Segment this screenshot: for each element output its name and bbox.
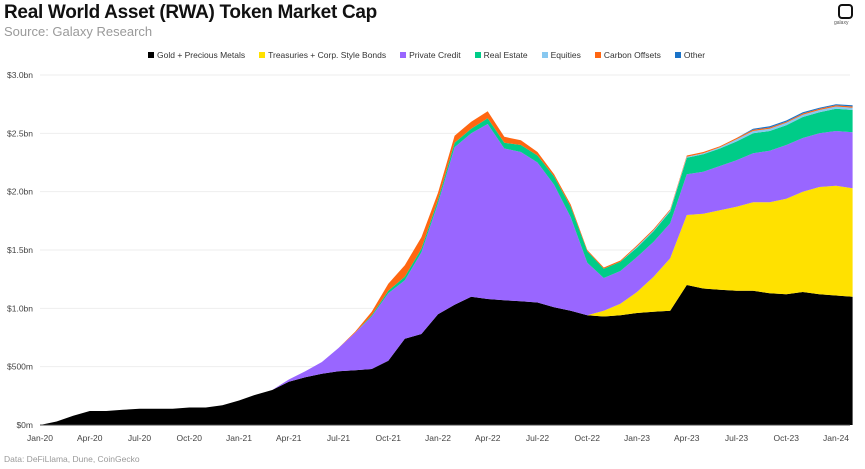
y-axis-ticks: $0m $500m $1.0bn $1.5bn $2.0bn $2.5bn $3.0bn — [7, 70, 33, 430]
legend-swatch-other — [674, 52, 681, 58]
area-real-estate — [40, 108, 853, 426]
chart-title: Real World Asset (RWA) Token Market Cap — [4, 2, 377, 23]
y-tick-label: $3.0bn — [7, 70, 33, 80]
legend-item-equities: Equities — [541, 50, 581, 60]
legend-swatch-carbon — [594, 52, 601, 58]
legend-swatch-gold — [148, 52, 154, 58]
y-tick-label: $500m — [7, 362, 33, 372]
x-tick-label: Apr-22 — [475, 433, 501, 443]
x-tick-label: Jul-21 — [327, 433, 350, 443]
area-gold — [40, 285, 853, 425]
x-tick-label: Oct-21 — [375, 433, 401, 443]
x-tick-label: Oct-20 — [176, 433, 202, 443]
x-tick-label: Oct-23 — [773, 433, 799, 443]
x-tick-label: Jul-23 — [725, 433, 748, 443]
x-tick-label: Oct-22 — [574, 433, 600, 443]
legend-swatch-treasuries — [259, 52, 266, 58]
legend-item-other: Other — [674, 50, 706, 60]
legend-label: Other — [683, 50, 706, 60]
legend-label: Carbon Offsets — [603, 50, 661, 60]
area-carbon — [40, 105, 853, 426]
y-tick-label: $2.5bn — [7, 128, 33, 138]
galaxy-logo-icon — [838, 4, 853, 19]
legend-swatch-real-estate — [474, 52, 481, 58]
legend-item-gold: Gold + Precious Metals — [148, 50, 245, 60]
legend-label: Real Estate — [483, 50, 528, 60]
x-axis-ticks: Jan-20 Apr-20 Jul-20 Oct-20 Jan-21 Apr-21 Jul-… — [27, 433, 849, 443]
legend-item-private-credit: Private Credit — [400, 50, 461, 60]
legend-item-real-estate: Real Estate — [474, 50, 528, 60]
x-tick-label: Jan-21 — [226, 433, 252, 443]
legend-label: Gold + Precious Metals — [157, 50, 246, 60]
legend: Gold + Precious Metals Treasuries + Corp… — [148, 50, 705, 60]
galaxy-logo: galaxy — [834, 4, 854, 30]
x-tick-label: Jul-22 — [526, 433, 549, 443]
legend-swatch-equities — [541, 52, 548, 58]
legend-item-treasuries: Treasuries + Corp. Style Bonds — [259, 50, 386, 60]
legend-swatch-private-credit — [400, 52, 407, 58]
x-tick-label: Jan-24 — [823, 433, 849, 443]
area-private-credit — [40, 124, 853, 425]
x-tick-label: Apr-23 — [674, 433, 700, 443]
x-tick-label: Jan-23 — [624, 433, 650, 443]
y-tick-label: $1.0bn — [7, 303, 33, 313]
y-tick-label: $2.0bn — [7, 187, 33, 197]
chart-subtitle: Source: Galaxy Research — [4, 24, 153, 39]
data-source-note: Data: DeFiLlama, Dune, CoinGecko — [4, 454, 140, 464]
legend-label: Equities — [550, 50, 581, 60]
y-tick-label: $1.5bn — [7, 245, 33, 255]
legend-label: Treasuries + Corp. Style Bonds — [268, 50, 387, 60]
legend-item-carbon: Carbon Offsets — [594, 50, 661, 60]
y-tick-label: $0m — [16, 420, 33, 430]
x-tick-label: Jan-22 — [425, 433, 451, 443]
x-tick-label: Jan-20 — [27, 433, 53, 443]
x-tick-label: Apr-21 — [276, 433, 302, 443]
x-tick-label: Apr-20 — [77, 433, 103, 443]
galaxy-logo-text: galaxy — [834, 20, 849, 26]
area-series — [40, 104, 853, 426]
legend-label: Private Credit — [409, 50, 461, 60]
x-tick-label: Jul-20 — [128, 433, 151, 443]
area-treasuries — [40, 185, 853, 425]
